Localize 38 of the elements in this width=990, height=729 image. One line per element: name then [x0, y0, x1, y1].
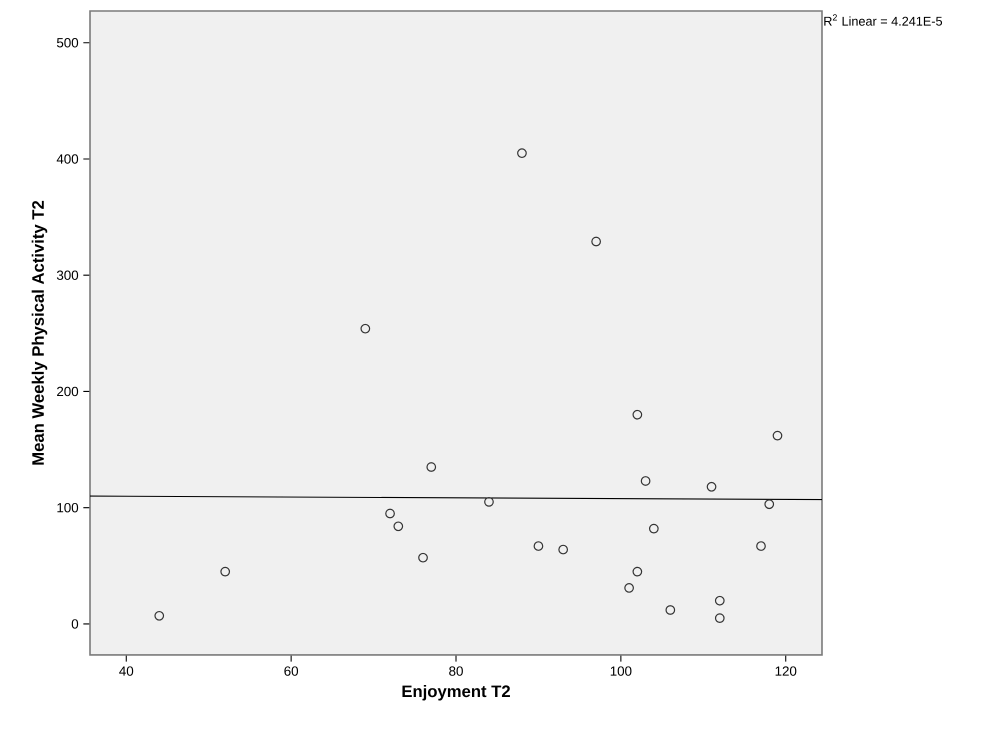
y-tick-label: 0: [72, 619, 78, 629]
point: [756, 541, 766, 551]
point: [648, 524, 659, 534]
y-tick-label: 300: [56, 270, 78, 280]
point: [534, 541, 544, 551]
point: [426, 462, 436, 472]
point: [558, 544, 568, 554]
point: [764, 499, 774, 510]
point: [220, 566, 230, 577]
point: [591, 236, 601, 246]
x-tick-label: 80: [449, 666, 463, 676]
x-tick-label: 100: [610, 666, 632, 676]
y-tick-label: 400: [56, 154, 78, 164]
y-tick-label: 500: [56, 38, 78, 48]
point: [632, 410, 642, 420]
point: [385, 508, 395, 518]
x-tick-label: 40: [119, 666, 134, 676]
y-tick-label: 200: [57, 386, 78, 396]
point: [393, 521, 404, 532]
point: [484, 497, 494, 507]
point: [665, 605, 676, 615]
point: [517, 148, 527, 158]
point: [360, 324, 370, 334]
text: R$^{2}$ Linear = 4.241E-5: [824, 14, 942, 26]
x-axis-title: Enjoyment T2: [402, 684, 510, 700]
point: [714, 596, 725, 606]
point: [772, 430, 782, 441]
point: [418, 552, 428, 563]
y-axis-title: Mean Weekly Physical Activity T2: [32, 200, 48, 465]
point: [154, 610, 164, 621]
point: [632, 566, 642, 577]
point: [706, 482, 716, 492]
y-tick-label: 100: [57, 502, 78, 512]
point: [624, 583, 634, 593]
point: [640, 476, 650, 486]
x-tick-label: 120: [776, 666, 796, 676]
point: [714, 613, 725, 624]
x-tick-label: 60: [284, 666, 298, 676]
